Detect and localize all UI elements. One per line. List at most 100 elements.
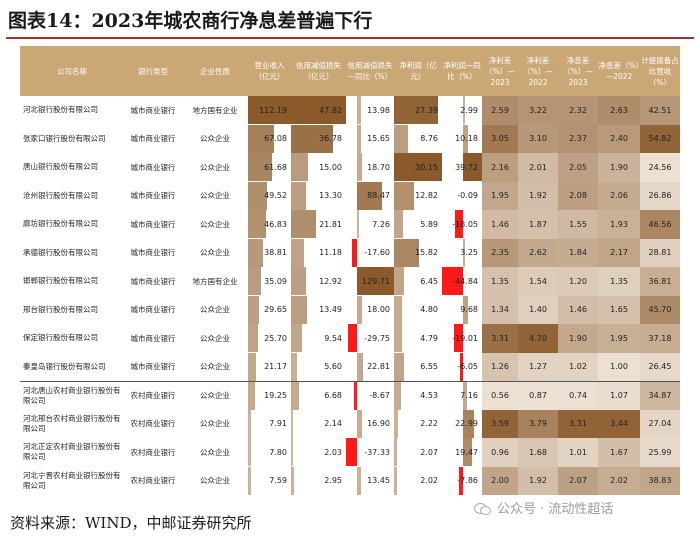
bank-name-cell: 张家口银行股份有限公司 [23, 133, 106, 143]
column-header-label: 净利差（%）—2022 [523, 55, 553, 87]
value-cell-nim23: 1.46 [558, 295, 598, 324]
data-bar [394, 409, 398, 438]
data-bar [291, 238, 304, 267]
value-cell-imp_yoy: 22.81 [346, 352, 394, 382]
value-text: 0.74 [569, 391, 587, 400]
value-text: 1.90 [569, 333, 587, 343]
column-header-label: 净利润（亿元） [399, 61, 437, 81]
value-cell-imp: 9.54 [291, 324, 346, 353]
value-text: 47.82 [319, 105, 342, 115]
value-text: 129.71 [362, 276, 390, 286]
column-header-label: 净息差（%）—2022 [598, 61, 640, 81]
value-text: 39.72 [455, 162, 478, 172]
bank-name-cell: 邯郸银行股份有限公司 [23, 276, 98, 286]
value-cell-nim23: 1.84 [558, 238, 598, 267]
value-cell-imp: 13.30 [291, 181, 346, 211]
value-text: 19.47 [455, 447, 478, 457]
value-text: 4.80 [420, 305, 438, 315]
value-text: 30.15 [415, 162, 438, 172]
value-text: 4.79 [420, 333, 438, 343]
data-bar [248, 409, 252, 438]
value-text: 21.17 [264, 362, 287, 371]
data-bar [356, 153, 363, 182]
value-text: 2.37 [569, 134, 587, 144]
value-text: 36.81 [648, 276, 672, 286]
data-bar [463, 295, 468, 324]
value-text: 15.00 [319, 162, 342, 172]
value-text: 25.70 [264, 333, 287, 343]
value-text: 1.26 [491, 362, 509, 371]
value-cell-nim22: 1.93 [598, 210, 640, 239]
value-text: 46.56 [648, 219, 672, 229]
value-cell-np_yoy: -6.05 [442, 352, 482, 382]
value-cell-nim23: 2.08 [558, 181, 598, 210]
value-cell-nim22: 2.17 [598, 238, 640, 267]
value-text: 27.04 [648, 419, 672, 429]
value-text: 3.79 [529, 419, 547, 429]
value-cell-np_yoy: 22.99 [442, 409, 482, 439]
value-cell-imp_yoy: 129.71 [346, 267, 394, 296]
value-text: 7.26 [372, 219, 390, 229]
column-header-label: 公司名称 [57, 66, 87, 76]
bank-type-cell: 农村商业银行 [130, 476, 176, 486]
ownership-cell: 公众企业 [200, 134, 230, 144]
value-text: 2.08 [569, 191, 587, 201]
value-text: 3.10 [529, 134, 547, 144]
data-bar [248, 153, 272, 182]
value-text: 7.59 [269, 476, 287, 486]
value-text: -0.09 [457, 191, 478, 201]
value-text: 7.80 [269, 447, 287, 457]
bank-name-cell: 廊坊银行股份有限公司 [23, 219, 98, 229]
value-cell-nis22: 1.92 [518, 181, 558, 210]
data-bar [460, 352, 464, 381]
value-cell-prov: 37.18 [640, 324, 680, 353]
value-text: 1.01 [569, 447, 587, 457]
value-cell-prov: 25.99 [640, 438, 680, 467]
value-cell-np_yoy: 2.99 [442, 96, 482, 125]
bank-type-cell: 农村商业银行 [130, 419, 176, 429]
column-header: 信用减值损失（亿元） [291, 46, 346, 96]
value-text: 15.65 [367, 134, 390, 144]
data-bar [394, 438, 398, 467]
data-bar [291, 96, 346, 125]
value-text: 2.59 [491, 105, 509, 115]
value-text: 1.20 [569, 276, 587, 286]
data-bar [394, 238, 420, 267]
value-text: 28.81 [648, 248, 672, 258]
value-text: 2.05 [569, 162, 587, 172]
table-row: 邯郸银行股份有限公司 城市商业银行 地方国有企业 35.09 12.92 129.71 6.… [20, 267, 680, 296]
value-text: 0.56 [491, 391, 509, 400]
value-cell-nim22: 1.95 [598, 324, 640, 353]
data-bar [356, 409, 362, 438]
bank-type-cell: 城市商业银行 [130, 134, 176, 144]
value-cell-nis22: 1.40 [518, 295, 558, 324]
data-bar [463, 438, 473, 467]
value-text: 13.49 [319, 305, 342, 315]
value-cell-nis23: 3.31 [482, 324, 518, 353]
bank-name-cell: 秦皇岛银行股份有限公司 [23, 361, 106, 371]
data-bar [463, 381, 467, 410]
value-text: 2.06 [610, 191, 628, 201]
title-rule [6, 37, 694, 39]
bank-name-cell: 河北唐山农村商业银行股份有限公司 [20, 380, 124, 410]
data-bar [356, 181, 383, 210]
wechat-icon [474, 501, 492, 515]
value-text: 16.90 [367, 419, 390, 429]
data-bar [394, 124, 408, 153]
value-text: 29.65 [264, 305, 287, 315]
column-header-label: 净息差（%）—2023 [563, 55, 593, 87]
value-text: 4.53 [420, 391, 438, 400]
value-cell-np: 6.55 [394, 352, 442, 382]
value-cell-prov: 24.56 [640, 153, 680, 182]
value-text: 7.16 [460, 391, 478, 400]
value-text: 2.02 [610, 476, 628, 486]
value-cell-imp_yoy: -8.67 [346, 380, 394, 410]
value-text: 1.35 [491, 276, 509, 286]
data-bar [291, 409, 294, 438]
value-cell-np: 5.89 [394, 210, 442, 239]
column-header: 净利润—同比（%） [442, 46, 482, 96]
column-header-label: 计提拨备占比营收（%） [641, 55, 679, 87]
value-cell-np: 8.76 [394, 124, 442, 154]
value-text: 2.00 [491, 476, 509, 486]
value-text: 3.31 [569, 419, 587, 429]
